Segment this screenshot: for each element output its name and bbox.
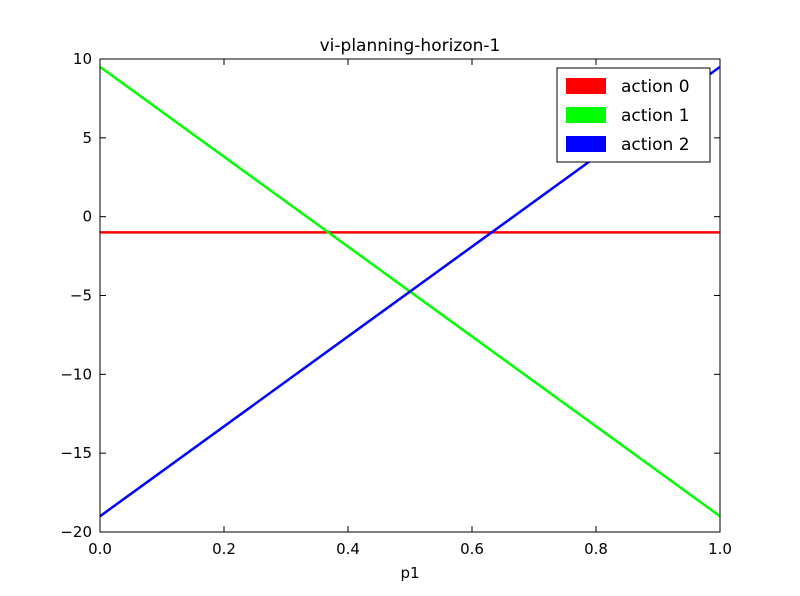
legend-swatch-2 — [566, 136, 606, 152]
legend: action 0 action 1 action 2 — [556, 67, 711, 163]
y-tick-label: −20 — [60, 523, 92, 541]
y-tick-label: −5 — [70, 287, 92, 305]
x-tick-label: 0.8 — [584, 540, 608, 558]
legend-label-1: action 1 — [621, 106, 690, 126]
y-tick-label: 10 — [73, 50, 92, 68]
legend-label-0: action 0 — [621, 77, 690, 97]
legend-swatch-0 — [566, 78, 606, 94]
x-tick-label: 0.4 — [336, 540, 360, 558]
legend-label-2: action 2 — [621, 135, 690, 155]
x-tick-label: 0.6 — [460, 540, 484, 558]
x-axis-label: p1 — [400, 564, 419, 582]
y-tick-label: −15 — [60, 444, 92, 462]
x-tick-label: 1.0 — [708, 540, 732, 558]
y-tick-label: 5 — [82, 129, 92, 147]
y-tick-label: 0 — [82, 208, 92, 226]
x-tick-label: 0.0 — [88, 540, 112, 558]
y-tick-label: −10 — [60, 365, 92, 383]
chart-title: vi-planning-horizon-1 — [320, 36, 501, 56]
legend-swatch-1 — [566, 107, 606, 123]
x-tick-label: 0.2 — [212, 540, 236, 558]
ticks-layer: 0.0 0.2 0.4 0.6 0.8 1.0 10 5 0 −5 −10 −15 −20 — [60, 50, 732, 558]
